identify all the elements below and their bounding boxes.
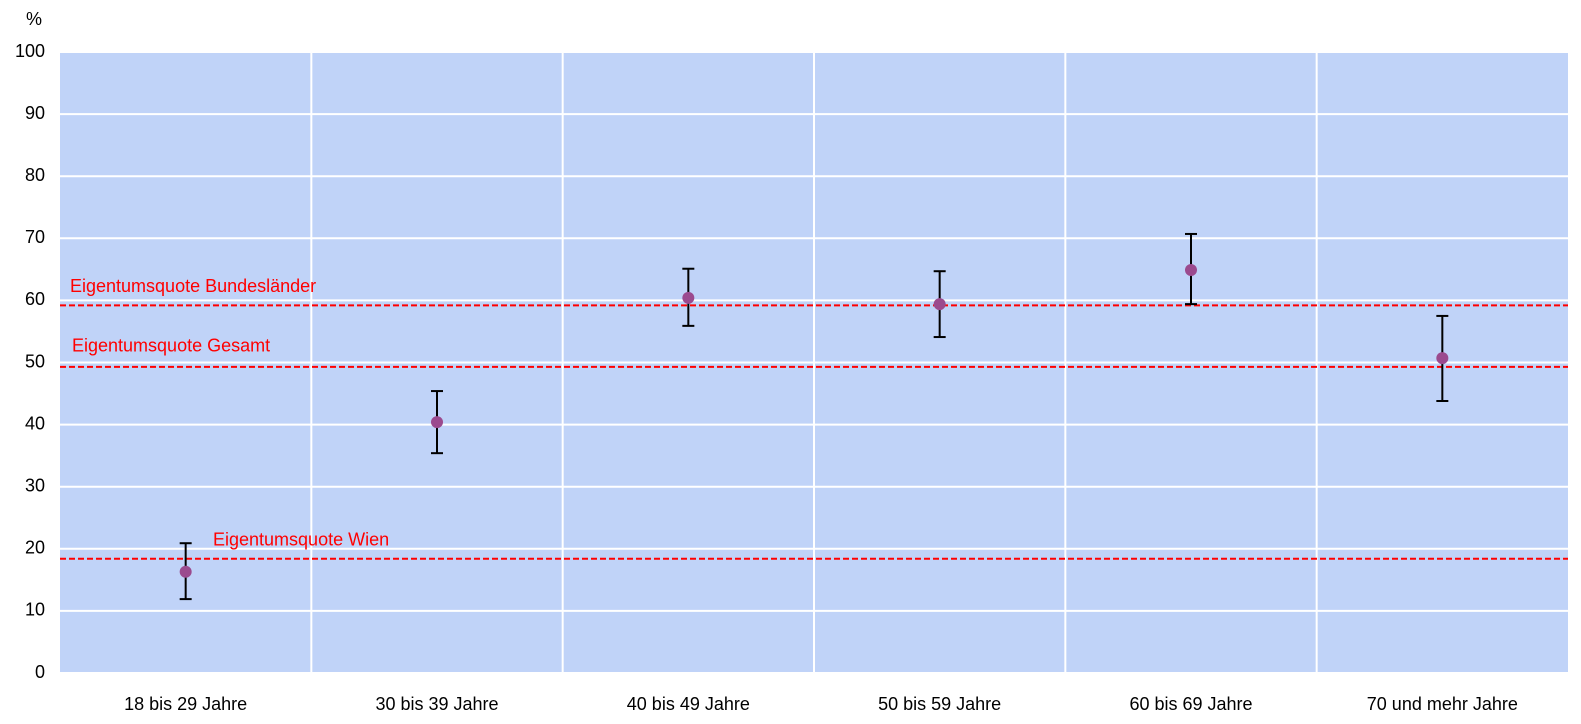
reference-label: Eigentumsquote Gesamt xyxy=(72,336,270,356)
point xyxy=(1185,263,1197,276)
y-tick-label: 70 xyxy=(25,227,45,247)
y-tick-label: 50 xyxy=(25,351,45,371)
y-tick-label: 80 xyxy=(25,165,45,185)
y-tick-label: 100 xyxy=(15,41,45,61)
reference-label: Eigentumsquote Wien xyxy=(213,529,389,549)
x-tick-label: 70 und mehr Jahre xyxy=(1367,694,1518,714)
point xyxy=(1436,352,1449,365)
x-tick-label: 60 bis 69 Jahre xyxy=(1129,694,1252,714)
reference-label: Eigentumsquote Bundesländer xyxy=(70,276,316,296)
y-axis-label: % xyxy=(26,9,42,29)
y-tick-label: 10 xyxy=(25,600,45,620)
point xyxy=(682,291,695,304)
x-tick-label: 30 bis 39 Jahre xyxy=(375,694,498,714)
y-tick-label: 0 xyxy=(35,662,45,682)
y-tick-label: 20 xyxy=(25,538,45,558)
x-tick-label: 18 bis 29 Jahre xyxy=(124,694,247,714)
y-tick-label: 30 xyxy=(25,475,45,495)
x-tick-label: 40 bis 49 Jahre xyxy=(627,694,750,714)
point xyxy=(431,416,443,429)
x-tick-label: 50 bis 59 Jahre xyxy=(878,694,1001,714)
y-tick-label: 40 xyxy=(25,413,45,433)
point xyxy=(179,565,192,578)
y-tick-label: 90 xyxy=(25,103,45,123)
y-tick-label: 60 xyxy=(25,289,45,309)
point xyxy=(933,298,946,311)
